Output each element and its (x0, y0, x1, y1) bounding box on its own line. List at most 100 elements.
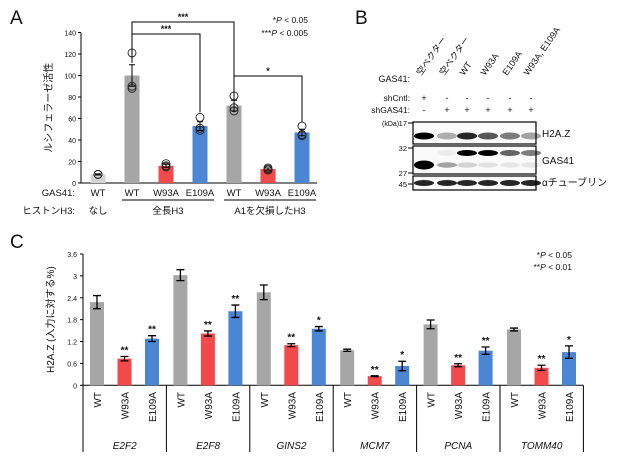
shcntl-sign: - (530, 93, 533, 103)
significance-stars: ** (482, 336, 490, 347)
gas41-band (437, 162, 457, 168)
x-tick-label: WT (510, 392, 521, 408)
gene-label: PCNA (444, 441, 472, 452)
x-tick-label: W93A (287, 392, 298, 420)
chart-a: 0 20 40 60 80 100 120 140 ルシフェラーゼ活性 WT WT W93A E109A… (22, 12, 317, 217)
bar (534, 367, 549, 386)
group-label: なし (88, 206, 107, 217)
y-tick-label: 0 (72, 181, 76, 188)
error-bar (398, 360, 407, 372)
x-tick-label: E109A (186, 188, 215, 199)
shcntl-sign: - (509, 93, 512, 103)
x-tick-label: W93A (153, 188, 180, 199)
significance-stars: * (266, 66, 270, 76)
h2az-band (414, 132, 434, 140)
band-label: GAS41 (542, 156, 575, 167)
gas41-band (457, 150, 477, 156)
significance-stars: ** (148, 325, 156, 336)
significance-stars: ** (232, 294, 240, 305)
significance-stars: ** (538, 354, 546, 365)
bar (562, 352, 576, 386)
bar (145, 338, 159, 386)
significance-stars: ** (121, 345, 129, 356)
x-tick-label: W93A (204, 392, 215, 420)
x-tick-label: WT (343, 392, 354, 408)
error-bar (93, 294, 101, 310)
significance-stars: * (567, 335, 571, 346)
gene-label: E2F8 (196, 441, 220, 452)
significance-stars: ** (371, 365, 379, 376)
band-label: αチューブリン (542, 176, 607, 189)
data-point (127, 83, 137, 93)
error-bar (120, 355, 129, 362)
error-bar (426, 319, 435, 330)
gene-label: E2F2 (113, 441, 137, 452)
x-tick-label: E109A (315, 392, 326, 422)
x-tick-label: E109A (148, 392, 159, 422)
bar (228, 311, 243, 386)
significance-stars: ** (454, 353, 462, 364)
x-tick-label: W93A (454, 392, 465, 420)
shgas41-sign: - (423, 105, 426, 115)
gene-label: GINS2 (276, 441, 306, 452)
blot-panel (412, 121, 537, 145)
tubulin-band (500, 180, 520, 186)
shgas41-sign: + (444, 105, 449, 115)
shcntl-sign: - (466, 93, 469, 103)
tubulin-band (437, 180, 457, 186)
bar (260, 169, 276, 183)
row-label: GAS41: (378, 74, 410, 84)
bar (294, 132, 310, 183)
x-tick-label: E109A (288, 188, 317, 199)
blot-panel (412, 145, 537, 175)
significance-stars: ** (287, 333, 295, 344)
significance-bracket (131, 21, 235, 106)
significance-bracket (233, 75, 303, 123)
y-tick-label: 100 (64, 74, 76, 81)
tubulin-band (521, 180, 541, 186)
kda-label: (kDa) (382, 121, 399, 128)
error-bar (95, 173, 101, 176)
row-label: shCntl: (384, 93, 410, 103)
significance-stars: * (400, 350, 404, 361)
error-bar (565, 345, 573, 359)
significance-stars: * (317, 316, 321, 327)
gas41-band (478, 150, 498, 156)
band-label: H2A.Z (542, 129, 570, 140)
x-tick-label: WT (93, 392, 104, 408)
data-point (297, 131, 307, 141)
lane-label: W93A, E109A (521, 25, 562, 77)
bar (173, 275, 188, 386)
row-label-histone: ヒストンH3: (22, 206, 75, 217)
shgas41-sign: + (464, 105, 469, 115)
x-tick-label: WT (91, 188, 106, 199)
marker-label: 32 (399, 144, 407, 153)
h2az-band (478, 132, 498, 140)
bar (226, 105, 242, 183)
error-bar (481, 346, 490, 355)
x-tick-label: WT (260, 392, 271, 408)
lane-label: E109A (500, 49, 524, 77)
marker-label: 45 (399, 180, 407, 189)
p-value-legend: *P < 0.05 (537, 250, 572, 260)
group-label: 全長H3 (152, 205, 183, 217)
bar (117, 358, 132, 386)
y-tick-label: 20 (68, 160, 76, 167)
significance-stars: *** (161, 24, 172, 34)
y-tick-label: 40 (68, 138, 76, 145)
y-axis-label: H2A.Z (入力に対する%) (44, 266, 57, 373)
y-tick-label: 1.8 (67, 318, 77, 325)
bar (451, 365, 466, 386)
y-tick-label: 0.6 (67, 361, 77, 368)
error-bar (370, 375, 379, 378)
shcntl-sign: + (421, 93, 426, 103)
y-axis-label: ルシフェラーゼ活性 (42, 63, 55, 153)
error-bar (203, 330, 212, 337)
significance-stars: ** (204, 320, 212, 331)
bar (423, 324, 438, 386)
h2az-band (437, 132, 457, 140)
error-bar (265, 167, 271, 171)
